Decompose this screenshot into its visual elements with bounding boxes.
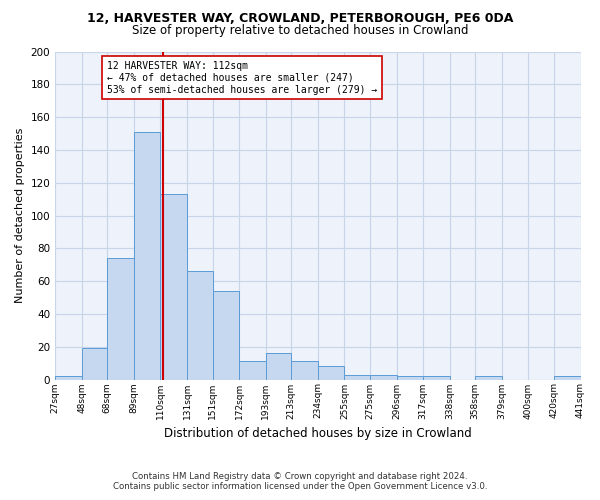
- Bar: [55, 376, 82, 380]
- Bar: [370, 374, 397, 380]
- Bar: [134, 132, 160, 380]
- X-axis label: Distribution of detached houses by size in Crowland: Distribution of detached houses by size …: [164, 427, 472, 440]
- Bar: [291, 362, 318, 380]
- Bar: [318, 366, 344, 380]
- Text: 12 HARVESTER WAY: 112sqm
← 47% of detached houses are smaller (247)
53% of semi-: 12 HARVESTER WAY: 112sqm ← 47% of detach…: [107, 62, 377, 94]
- Bar: [239, 362, 266, 380]
- Text: 12, HARVESTER WAY, CROWLAND, PETERBOROUGH, PE6 0DA: 12, HARVESTER WAY, CROWLAND, PETERBOROUG…: [87, 12, 513, 26]
- Bar: [554, 376, 581, 380]
- Text: Size of property relative to detached houses in Crowland: Size of property relative to detached ho…: [132, 24, 468, 37]
- Bar: [344, 374, 370, 380]
- Y-axis label: Number of detached properties: Number of detached properties: [15, 128, 25, 303]
- Bar: [397, 376, 423, 380]
- Bar: [266, 354, 291, 380]
- Bar: [475, 376, 502, 380]
- Bar: [160, 194, 187, 380]
- Bar: [187, 272, 212, 380]
- Text: Contains HM Land Registry data © Crown copyright and database right 2024.
Contai: Contains HM Land Registry data © Crown c…: [113, 472, 487, 491]
- Bar: [107, 258, 134, 380]
- Bar: [82, 348, 107, 380]
- Bar: [212, 291, 239, 380]
- Bar: [423, 376, 450, 380]
